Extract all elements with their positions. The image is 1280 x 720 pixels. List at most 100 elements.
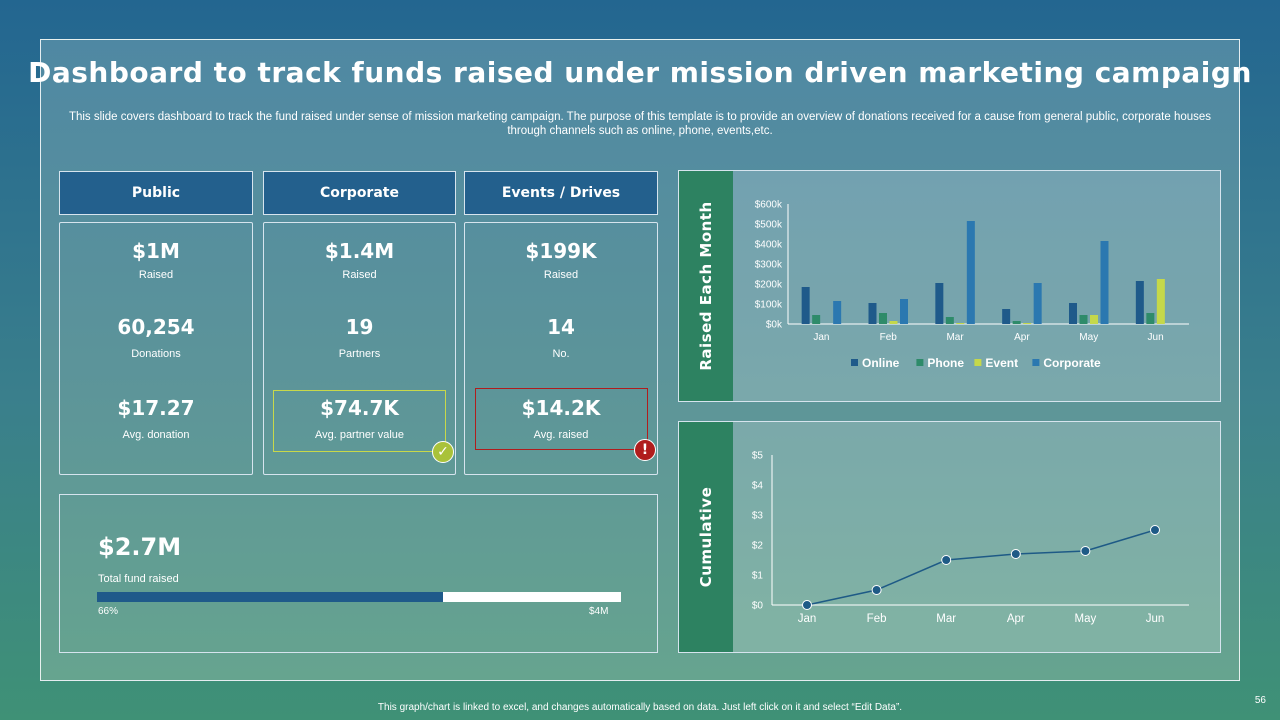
legend-swatch-online xyxy=(851,359,858,366)
chart-title: Cumulative xyxy=(697,486,715,588)
x-tick-label: Apr xyxy=(1007,613,1025,625)
total-label: Total fund raised xyxy=(98,573,179,585)
metric-events-count: 14 No. xyxy=(465,315,657,360)
y-tick-label: $5 xyxy=(752,451,764,462)
metric-value: $74.7K xyxy=(320,396,399,420)
column-header-corporate: Corporate xyxy=(263,171,456,215)
y-tick-label: $3 xyxy=(752,511,764,522)
metric-events-raised: $199K Raised xyxy=(465,239,657,281)
bar-phone-apr xyxy=(1012,321,1021,324)
x-tick-label: Apr xyxy=(1014,332,1030,343)
card-events: $199K Raised 14 No. $14.2K Avg. raised ! xyxy=(464,222,658,475)
bar-event-jun xyxy=(1156,279,1165,324)
y-tick-label: $2 xyxy=(752,541,764,552)
progress-percent: 66% xyxy=(98,606,119,617)
x-tick-label: May xyxy=(1075,613,1097,625)
progress-track xyxy=(97,592,621,602)
page-subtitle: This slide covers dashboard to track the… xyxy=(68,111,1212,137)
bar-online-mar xyxy=(935,283,944,324)
chart-title: Raised Each Month xyxy=(697,201,715,371)
column-header-public: Public xyxy=(59,171,253,215)
chart-raised-each-month: Raised Each Month $0k $100k $200k $300k $400… xyxy=(678,170,1221,402)
metric-value: 14 xyxy=(547,315,575,339)
y-tick-label: $400k xyxy=(755,240,783,251)
legend-label-event: Event xyxy=(985,356,1018,370)
metric-value: $1.4M xyxy=(324,239,395,263)
bar-corporate-jan xyxy=(833,301,842,324)
legend-label-online: Online xyxy=(862,356,900,370)
legend-label-phone: Phone xyxy=(927,356,964,370)
metric-label: Raised xyxy=(342,269,377,281)
highlight-box-warning xyxy=(475,388,648,450)
bar-event-mar xyxy=(956,323,965,324)
legend-swatch-corporate xyxy=(1032,359,1040,366)
data-point-jan xyxy=(802,600,812,610)
y-tick-label: $600k xyxy=(755,200,783,211)
y-tick-label: $1 xyxy=(752,571,764,582)
x-tick-label: Feb xyxy=(867,613,887,625)
metric-value: $14.2K xyxy=(521,396,601,420)
chart-cumulative: Cumulative $0 $1 $2 $3 $4 $5 Jan Feb Mar Apr May Ju… xyxy=(678,421,1221,653)
x-tick-label: Jan xyxy=(798,613,817,625)
metric-label: Raised xyxy=(543,269,579,281)
data-point-apr xyxy=(1010,549,1021,559)
bar-event-apr xyxy=(1023,323,1032,324)
bar-event-may xyxy=(1090,315,1098,324)
progress-fill xyxy=(97,592,443,602)
page-number: 56 xyxy=(1254,695,1266,706)
legend-swatch-event xyxy=(974,359,982,366)
metric-public-raised: $1M Raised xyxy=(60,239,252,281)
bar-event-feb xyxy=(889,321,898,324)
metric-label: Donations xyxy=(131,348,181,360)
y-tick-label: $200k xyxy=(755,280,783,291)
metric-label: Partners xyxy=(338,348,381,360)
x-tick-label: Jun xyxy=(1148,332,1164,343)
metric-public-donations: 60,254 Donations xyxy=(60,315,252,360)
metric-value: $199K xyxy=(525,239,597,263)
footer-note: This graph/chart is linked to excel, and… xyxy=(377,702,903,713)
x-tick-label: Feb xyxy=(880,332,898,343)
metric-value: $1M xyxy=(132,239,180,263)
series-line xyxy=(806,529,1156,606)
x-tick-label: Jun xyxy=(1146,613,1165,625)
card-corporate: $1.4M Raised 19 Partners $74.7K Avg. par… xyxy=(263,222,456,475)
bar-corporate-mar xyxy=(966,221,975,324)
page-title: Dashboard to track funds raised under mi… xyxy=(28,56,1252,89)
bar-phone-jan xyxy=(812,315,821,324)
metric-corporate-raised: $1.4M Raised xyxy=(264,239,455,281)
bar-online-jun xyxy=(1135,281,1144,324)
bar-online-feb xyxy=(868,303,877,324)
y-tick-label: $0k xyxy=(766,320,783,331)
bar-corporate-feb xyxy=(900,299,908,324)
bar-corporate-may xyxy=(1100,241,1109,324)
bar-phone-mar xyxy=(945,317,954,324)
legend-swatch-phone xyxy=(916,359,924,366)
metric-corporate-avg-partner: $74.7K Avg. partner value xyxy=(264,396,455,441)
y-tick-label: $500k xyxy=(755,220,783,231)
bar-corporate-apr xyxy=(1033,283,1042,324)
data-point-may xyxy=(1080,546,1091,556)
metric-label: Avg. raised xyxy=(533,429,589,441)
x-tick-label: Mar xyxy=(946,332,964,343)
metric-label: Avg. partner value xyxy=(314,429,405,441)
total-fund-panel: $2.7M Total fund raised 66% $4M xyxy=(59,494,658,653)
x-tick-label: Jan xyxy=(813,332,829,343)
metric-public-avg-donation: $17.27 Avg. donation xyxy=(60,396,252,441)
x-tick-label: Mar xyxy=(936,613,956,625)
metric-value: 60,254 xyxy=(117,315,195,339)
bar-phone-feb xyxy=(879,313,887,324)
progress-max: $4M xyxy=(589,606,609,617)
y-tick-label: $4 xyxy=(752,481,764,492)
line-chart-svg: $0 $1 $2 $3 $4 $5 Jan Feb Mar Apr May Jun xyxy=(752,451,1189,625)
metric-events-avg-raised: $14.2K Avg. raised xyxy=(465,396,657,441)
chart-sidebar: Raised Each Month xyxy=(679,171,733,401)
highlight-box-positive xyxy=(273,390,446,452)
total-value: $2.7M xyxy=(98,533,182,561)
bar-phone-may xyxy=(1079,315,1088,324)
data-point-mar xyxy=(941,555,952,565)
bar-online-apr xyxy=(1002,309,1011,324)
bar-chart-svg: $0k $100k $200k $300k $400k $500k $600k Jan Feb M… xyxy=(755,200,1189,370)
metric-label: No. xyxy=(552,348,570,360)
y-tick-label: $0 xyxy=(752,601,764,612)
legend-label-corporate: Corporate xyxy=(1043,356,1101,370)
